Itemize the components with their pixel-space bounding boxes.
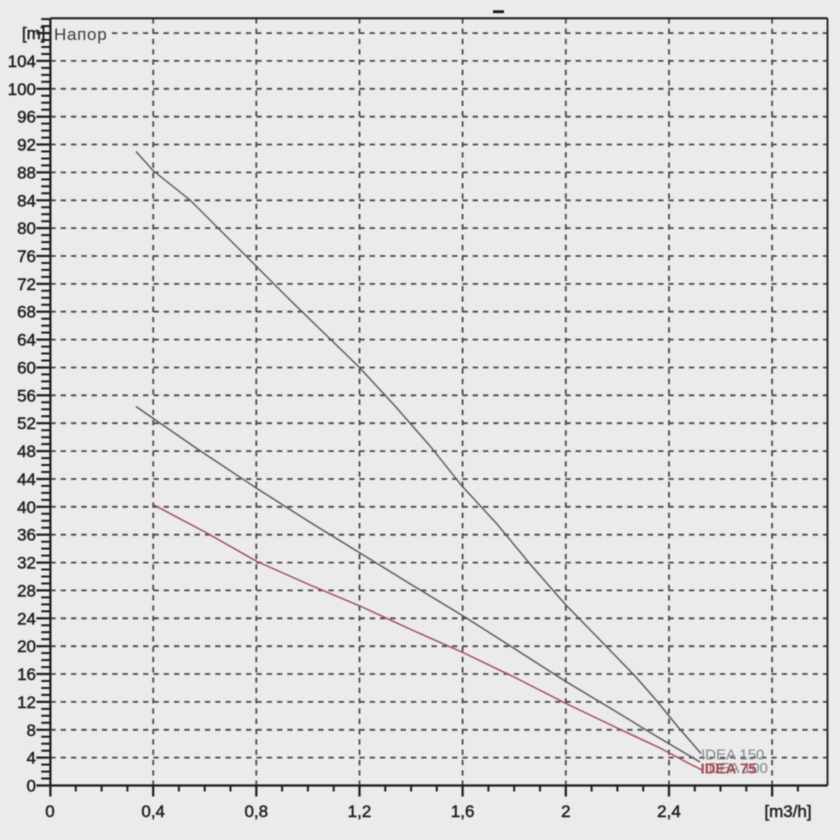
svg-text:36: 36 (17, 526, 36, 545)
svg-text:IDEA 100: IDEA 100 (705, 760, 768, 777)
svg-text:32: 32 (17, 554, 36, 573)
svg-text:28: 28 (17, 581, 36, 600)
svg-text:8: 8 (27, 721, 36, 740)
svg-text:52: 52 (17, 414, 36, 433)
svg-text:64: 64 (17, 331, 36, 350)
svg-text:104: 104 (8, 52, 36, 71)
svg-text:2: 2 (561, 802, 570, 821)
svg-text:[m]: [m] (22, 24, 46, 43)
svg-text:84: 84 (17, 191, 36, 210)
svg-text:0,8: 0,8 (244, 802, 268, 821)
svg-text:2,4: 2,4 (657, 802, 681, 821)
svg-text:12: 12 (17, 693, 36, 712)
svg-text:0,4: 0,4 (141, 802, 165, 821)
svg-text:100: 100 (8, 80, 36, 99)
svg-text:60: 60 (17, 359, 36, 378)
svg-text:16: 16 (17, 665, 36, 684)
svg-text:68: 68 (17, 303, 36, 322)
svg-text:IDEA 75: IDEA 75 (701, 761, 757, 778)
svg-text:40: 40 (17, 498, 36, 517)
svg-text:44: 44 (17, 470, 36, 489)
svg-text:88: 88 (17, 163, 36, 182)
svg-text:96: 96 (17, 108, 36, 127)
svg-text:72: 72 (17, 275, 36, 294)
svg-text:48: 48 (17, 442, 36, 461)
svg-text:IDEA 150: IDEA 150 (701, 747, 764, 764)
svg-text:4: 4 (27, 749, 36, 768)
svg-text:92: 92 (17, 136, 36, 155)
svg-text:Напор: Напор (54, 25, 107, 44)
svg-text:1,2: 1,2 (348, 802, 372, 821)
svg-text:1,6: 1,6 (451, 802, 475, 821)
svg-text:24: 24 (17, 609, 36, 628)
svg-text:[m3/h]: [m3/h] (764, 802, 811, 821)
svg-text:0: 0 (27, 777, 36, 796)
svg-text:0: 0 (45, 802, 54, 821)
svg-text:80: 80 (17, 219, 36, 238)
svg-text:56: 56 (17, 386, 36, 405)
svg-text:76: 76 (17, 247, 36, 266)
svg-text:20: 20 (17, 637, 36, 656)
